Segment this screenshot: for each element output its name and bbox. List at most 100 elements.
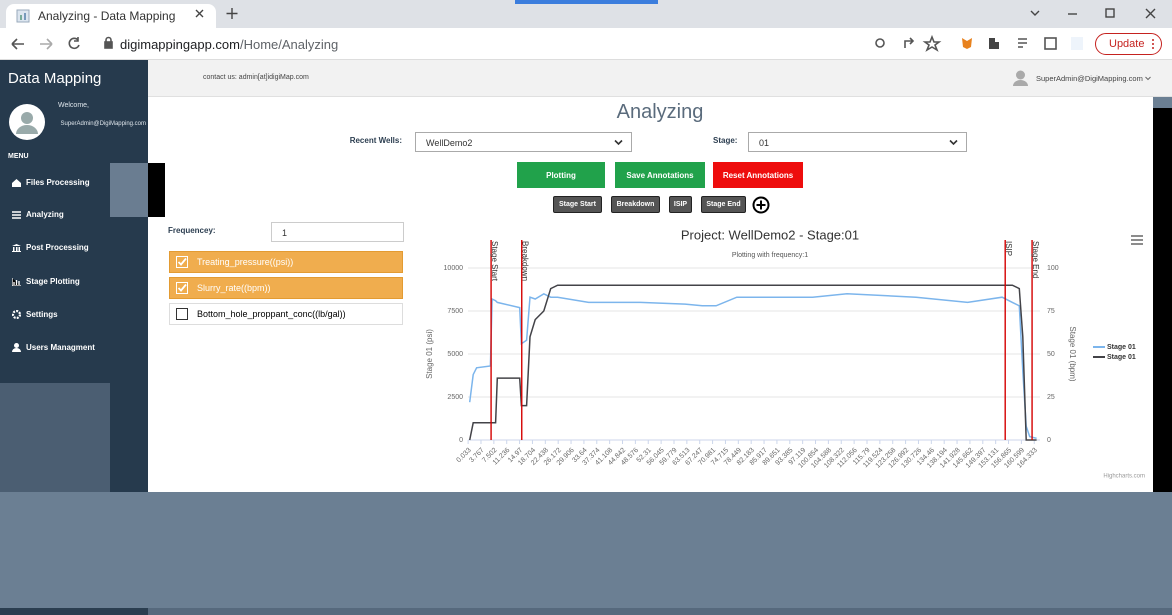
bookmark[interactable] [922, 34, 942, 52]
reset-button[interactable]: Reset Annotations [713, 162, 803, 188]
series-line [468, 292, 1037, 440]
check [177, 283, 187, 292]
menu-item[interactable]: Users Managment [12, 343, 95, 352]
menu-text: Settings [26, 310, 58, 319]
checkbox-row[interactable]: Treating_pressure((psi)) [169, 251, 403, 273]
url-path: /Home/Analyzing [239, 37, 339, 52]
checkbox[interactable] [176, 308, 188, 320]
top-header [148, 60, 1172, 97]
stage-select[interactable]: 01 [748, 132, 967, 152]
checkbox-label: Bottom_hole_proppant_conc((lb/gal)) [197, 309, 346, 319]
recent-wells-label: Recent Wells: [349, 136, 402, 145]
checkbox[interactable] [176, 282, 188, 294]
well-value: WellDemo2 [426, 138, 473, 148]
menu-text: Post Processing [26, 243, 89, 252]
nav-icons [11, 34, 1154, 52]
close-window[interactable] [1145, 8, 1156, 19]
chart-subtitle: Plotting with frequency:1 [732, 252, 808, 259]
sidebar-box [110, 163, 148, 217]
checkbox[interactable] [176, 256, 188, 268]
plot-line-label: Stage End [1031, 241, 1040, 278]
metamask[interactable] [962, 38, 972, 49]
y2-tick-label: 25 [1047, 394, 1055, 401]
chart-title: Project: WellDemo2 - Stage:01 [681, 227, 859, 242]
menu-label: MENU [8, 153, 29, 160]
lock[interactable] [104, 41, 113, 49]
lock-shackle [105, 36, 112, 42]
profile-icon[interactable] [1071, 37, 1083, 50]
y-tick-label: 7500 [447, 308, 463, 315]
menu-item[interactable]: Post Processing [12, 243, 89, 252]
sidebar-panel [0, 383, 110, 492]
update-button[interactable]: Update [1095, 33, 1162, 55]
frequency-input[interactable]: 1 [271, 222, 404, 242]
checkbox-row[interactable]: Bottom_hole_proppant_conc((lb/gal)) [169, 303, 403, 325]
extensions[interactable] [989, 38, 999, 49]
menu-text: Users Managment [26, 343, 95, 352]
tab-title: Analyzing - Data Mapping [38, 9, 176, 23]
annotation-button[interactable]: Stage End [701, 196, 746, 213]
menu-item[interactable]: Stage Plotting [12, 277, 80, 286]
reload[interactable] [68, 37, 80, 50]
add-annotation[interactable] [752, 196, 770, 214]
check [177, 257, 187, 266]
y2-axis-title: Stage 01 (bpm) [1068, 326, 1077, 381]
y2-tick-label: 75 [1047, 308, 1055, 315]
header-user-text: SuperAdmin@DigiMapping.com [1036, 74, 1143, 83]
welcome: Welcome, [58, 102, 89, 109]
annotation-button[interactable]: ISIP [669, 196, 692, 213]
update-label: Update [1109, 38, 1145, 50]
y-tick-label: 5000 [447, 351, 463, 358]
chart: Project: WellDemo2 - Stage:01 Plotting w… [425, 227, 1145, 480]
top-indicator [515, 0, 658, 4]
browser-tab[interactable]: Analyzing - Data Mapping [6, 4, 216, 28]
zoom[interactable] [875, 38, 885, 48]
well-select[interactable]: WellDemo2 [415, 132, 632, 152]
user-icon [1013, 70, 1028, 86]
menu-text: Analyzing [26, 210, 64, 219]
black-strip [148, 163, 165, 217]
save-button[interactable]: Save Annotations [615, 162, 705, 188]
brand[interactable]: Data Mapping [8, 70, 102, 87]
stage-value: 01 [759, 138, 770, 148]
restore[interactable] [1105, 8, 1115, 18]
credits: Highcharts.com [1103, 474, 1145, 480]
reading-list[interactable] [1018, 38, 1027, 48]
plot-line-label: Breakdown [521, 241, 530, 281]
browser-icons [195, 8, 1156, 19]
legend-label: Stage 01 [1107, 354, 1136, 361]
side-panel[interactable] [1044, 37, 1057, 50]
page-foot [148, 608, 1172, 615]
checkbox-label: Slurry_rate((bpm)) [197, 283, 271, 293]
menu-item[interactable]: Files Processing [12, 178, 90, 187]
new-tab[interactable] [226, 8, 238, 19]
back[interactable] [11, 38, 24, 50]
y-tick-label: 0 [459, 437, 463, 444]
menu-text: Files Processing [26, 178, 90, 187]
black-strip [1153, 108, 1172, 492]
url-host: digimappingapp.com [120, 37, 240, 52]
y2-tick-label: 0 [1047, 437, 1051, 444]
tab-search[interactable] [1030, 10, 1040, 16]
address-bar [0, 28, 1172, 60]
close-tab[interactable] [195, 9, 204, 18]
header-user[interactable]: SuperAdmin@DigiMapping.com [1036, 74, 1151, 83]
contact: contact us: admin[at]idigiMap.com [203, 74, 309, 81]
checkbox-row[interactable]: Slurry_rate((bpm)) [169, 277, 403, 299]
checkbox-label: Treating_pressure((psi)) [197, 257, 294, 267]
url[interactable]: digimappingapp.com/Home/Analyzing [120, 37, 338, 52]
plot-button[interactable]: Plotting [517, 162, 605, 188]
share[interactable] [904, 37, 915, 48]
y-tick-label: 2500 [447, 394, 463, 401]
avatar [9, 104, 45, 140]
plot-line-label: ISIP [1004, 241, 1013, 256]
legend-label: Stage 01 [1107, 344, 1136, 351]
chart-menu[interactable] [1131, 235, 1143, 245]
y-tick-label: 10000 [444, 265, 464, 272]
menu-item[interactable]: Analyzing [12, 210, 64, 219]
annotation-button[interactable]: Stage Start [553, 196, 602, 213]
y2-tick-label: 50 [1047, 351, 1055, 358]
annotation-button[interactable]: Breakdown [611, 196, 660, 213]
menu-item[interactable]: Settings [12, 310, 58, 319]
forward[interactable] [40, 38, 53, 50]
